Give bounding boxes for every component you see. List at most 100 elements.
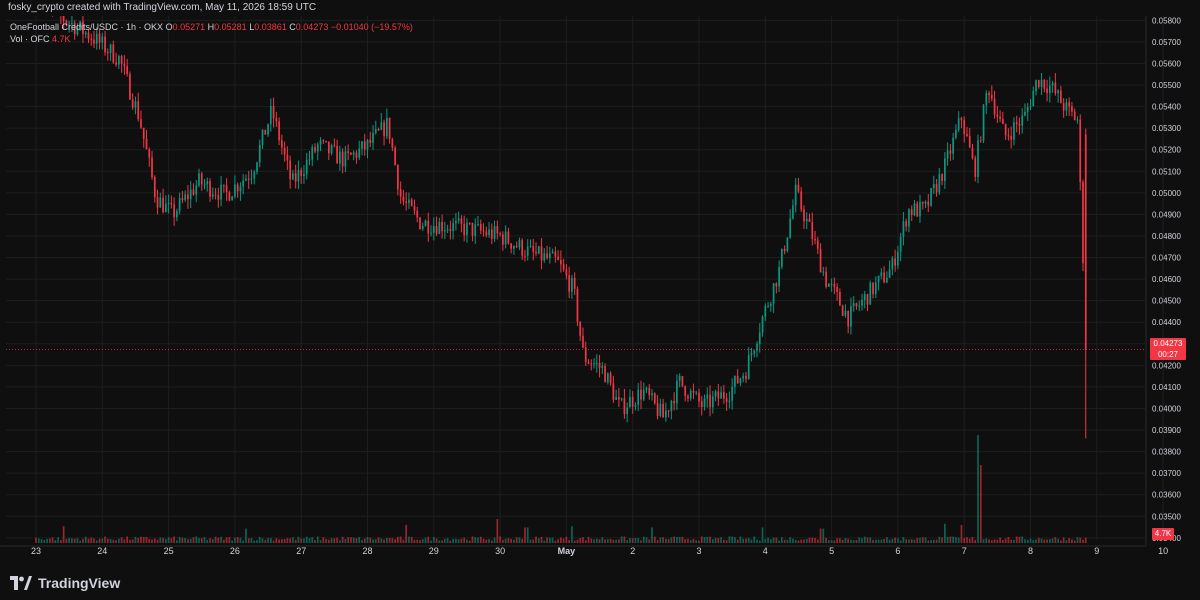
candle-body xyxy=(968,135,971,148)
volume-bar xyxy=(659,537,662,543)
volume-bar xyxy=(424,537,427,543)
candle-body xyxy=(402,196,405,202)
volume-bar xyxy=(303,538,305,543)
volume-bar xyxy=(692,538,695,543)
candle-body xyxy=(811,221,814,239)
candle-body xyxy=(910,209,913,216)
candle-body xyxy=(830,284,833,286)
candle-body xyxy=(209,181,211,197)
candle-body xyxy=(167,202,170,204)
candle-body xyxy=(598,362,601,368)
candle-body xyxy=(438,221,441,234)
candle-body xyxy=(731,386,734,401)
brand[interactable]: TradingView xyxy=(10,575,120,591)
candle-body xyxy=(1024,111,1026,116)
candle-body xyxy=(767,305,769,307)
volume-bar xyxy=(985,538,988,543)
candle-body xyxy=(913,203,916,216)
candle-body xyxy=(797,184,800,192)
symbol-label[interactable]: OneFootball Credits/USDC · 1h · OKX xyxy=(10,22,164,32)
volume-bar xyxy=(786,539,789,543)
volume-bar xyxy=(383,539,385,543)
candle-body xyxy=(723,392,725,399)
volume-bar xyxy=(855,539,858,543)
volume-bar xyxy=(1048,539,1051,543)
candle-body xyxy=(590,363,593,365)
volume-bar xyxy=(883,538,885,543)
volume-bar xyxy=(996,539,999,543)
candle-body xyxy=(554,251,557,257)
candle-body xyxy=(1051,82,1054,86)
candle-body xyxy=(427,220,430,234)
volume-bar xyxy=(189,538,192,543)
candle-body xyxy=(548,253,551,258)
candle-body xyxy=(695,392,698,394)
candle-body xyxy=(877,275,880,283)
volume-bar xyxy=(54,540,57,543)
candle-body xyxy=(173,204,175,218)
candle-body xyxy=(253,171,256,179)
volume-bar xyxy=(841,539,844,543)
candle-body xyxy=(283,147,286,155)
y-tick-label: 0.04400 xyxy=(1152,318,1181,327)
volume-bar xyxy=(830,540,833,543)
candle-body xyxy=(466,222,468,235)
volume-bar xyxy=(316,536,319,543)
candle-body xyxy=(65,20,68,24)
candle-body xyxy=(493,226,496,239)
volume-bar xyxy=(960,525,963,543)
volume-bar xyxy=(935,539,938,543)
candle-body xyxy=(441,221,443,232)
volume-bar xyxy=(336,537,338,543)
volume-bar xyxy=(57,537,59,543)
volume-bar xyxy=(800,539,803,543)
volume-bar xyxy=(930,540,932,543)
candle-body xyxy=(944,158,946,182)
candle-body xyxy=(515,246,518,248)
volume-bar xyxy=(1060,540,1062,543)
candle-body xyxy=(601,366,604,368)
candle-body xyxy=(140,119,142,128)
volume-bar xyxy=(676,537,678,543)
legend-row-ohlc: OneFootball Credits/USDC · 1h · OKX O0.0… xyxy=(10,22,413,33)
candle-body xyxy=(272,106,275,119)
volume-bar xyxy=(736,539,739,543)
volume-bar xyxy=(747,537,750,543)
candle-body xyxy=(281,140,283,148)
volume-bar xyxy=(966,537,968,543)
volume-bar xyxy=(819,528,822,543)
candle-body xyxy=(198,173,200,186)
candle-body xyxy=(239,186,242,192)
candle-body xyxy=(176,210,178,218)
candle-body xyxy=(952,137,955,154)
candle-body xyxy=(443,230,446,232)
volume-label[interactable]: Vol · OFC xyxy=(10,34,50,44)
candle-body xyxy=(220,184,222,200)
candle-body xyxy=(1073,111,1076,121)
candle-body xyxy=(930,188,932,206)
volume-bar xyxy=(427,536,430,543)
candle-body xyxy=(1026,106,1029,112)
volume-bar xyxy=(339,540,341,543)
volume-bar xyxy=(48,538,51,543)
volume-bar xyxy=(739,536,742,543)
candle-body xyxy=(316,144,319,152)
candle-body xyxy=(957,118,960,130)
candle-body xyxy=(413,205,416,211)
price-chart[interactable]: 0.05800 0.05700 0.05600 0.05500 0.05400 0.053… xyxy=(0,16,1200,565)
candle-body xyxy=(82,21,84,35)
candle-body xyxy=(195,185,198,195)
candle-body xyxy=(974,157,977,177)
candle-body xyxy=(1076,119,1079,121)
volume-bar xyxy=(844,537,847,543)
candle-body xyxy=(234,184,236,197)
volume-bar xyxy=(1015,536,1018,543)
candle-body xyxy=(684,386,687,397)
candle-body xyxy=(1043,79,1046,89)
volume-bar xyxy=(781,537,783,543)
volume-bar xyxy=(82,538,84,543)
volume-bar xyxy=(98,538,101,543)
candle-body xyxy=(808,218,811,222)
candle-body xyxy=(159,197,162,208)
volume-bar xyxy=(170,538,173,543)
